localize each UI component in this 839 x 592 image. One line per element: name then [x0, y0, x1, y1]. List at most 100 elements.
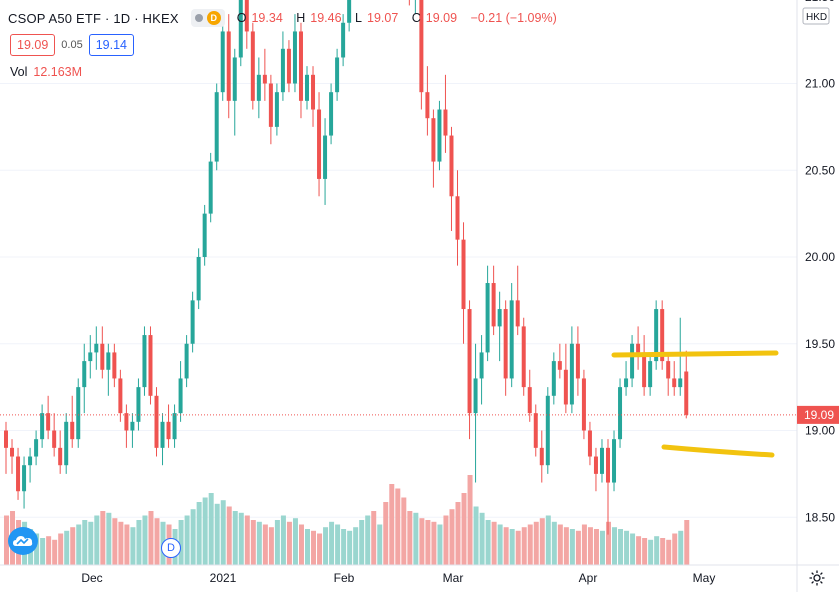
volume-bar: [377, 524, 383, 565]
candle-body: [298, 31, 303, 101]
close-value: 19.09: [425, 11, 458, 25]
user-drawings: [611, 350, 779, 458]
volume-bar: [599, 530, 605, 565]
high-value: 19.46: [310, 11, 342, 25]
candle-body: [238, 0, 243, 58]
candle-body: [22, 465, 27, 492]
volume-bar: [118, 521, 124, 565]
candle-body: [563, 369, 568, 405]
volume-bar: [305, 529, 310, 565]
volume-bar: [298, 524, 304, 565]
volume-bar: [178, 520, 184, 565]
volume-bar: [106, 512, 112, 565]
time-label: 2021: [210, 571, 237, 585]
candle-body: [672, 378, 677, 388]
volume-legend[interactable]: Vol 12.163M: [10, 65, 82, 79]
candle-body: [485, 283, 490, 353]
volume-bar: [648, 539, 654, 565]
low-value: 19.07: [367, 11, 399, 25]
volume-bar: [654, 536, 660, 565]
volume-bar: [274, 520, 280, 565]
candle-body: [678, 378, 683, 388]
candle-body: [10, 447, 15, 457]
volume-bar: [545, 515, 551, 565]
volume-bar: [286, 521, 292, 565]
candle-body: [208, 161, 213, 214]
volume-bar: [148, 511, 154, 565]
candle-body: [509, 300, 514, 379]
candle-body: [630, 343, 635, 379]
candle-body: [455, 196, 460, 240]
volume-bar: [666, 539, 672, 565]
mode-badge: D: [206, 11, 221, 25]
candlesticks: [4, 0, 689, 535]
candle-body: [449, 135, 454, 197]
volume-bar: [232, 511, 238, 565]
volume-bar: [154, 518, 160, 565]
candle-body: [491, 283, 496, 327]
volume-bar: [401, 497, 407, 565]
volume-bar: [311, 530, 317, 565]
tradingview-logo-icon[interactable]: [8, 527, 38, 555]
candle-body: [106, 352, 111, 370]
visibility-toggle[interactable]: D: [190, 9, 225, 27]
volume-bar: [563, 527, 569, 565]
candle-body: [58, 447, 63, 466]
volume-bar: [557, 524, 563, 565]
candle-body: [88, 352, 93, 362]
volume-bar: [672, 533, 678, 565]
candle-body: [341, 22, 346, 58]
candle-body: [214, 92, 219, 162]
candle-body: [461, 239, 466, 310]
volume-bar: [449, 509, 455, 565]
volume-bar: [88, 521, 94, 565]
volume-bar: [407, 511, 413, 565]
volume-bar: [4, 515, 9, 565]
volume-bar: [533, 521, 539, 565]
volume-bar: [347, 530, 353, 565]
price-tick-label: 21.50: [805, 0, 835, 4]
spread-value: 0.05: [61, 39, 83, 51]
symbol-name: CSOP A50 ETF: [8, 10, 102, 26]
volume-bar: [521, 527, 527, 565]
volume-bar: [335, 524, 341, 565]
last-price-label: 19.09: [804, 408, 834, 422]
sell-button[interactable]: 19.09: [10, 34, 56, 56]
volume-bar: [359, 520, 365, 565]
gear-icon[interactable]: [808, 569, 826, 587]
eye-icon: [194, 14, 203, 22]
volume-bar: [636, 536, 642, 565]
candle-body: [551, 361, 556, 396]
volume-label: Vol: [10, 65, 28, 79]
price-tick-label: 21.00: [805, 77, 835, 91]
candle-body: [443, 109, 448, 136]
close-label: C: [411, 11, 421, 25]
candle-body: [184, 343, 189, 379]
quote-row: 19.09 0.05 19.14: [10, 34, 134, 56]
candle-body: [226, 31, 231, 101]
high-label: H: [296, 11, 306, 25]
candle-body: [569, 343, 574, 405]
volume-bar: [497, 524, 503, 565]
volume-bar: [353, 527, 359, 565]
price-tick-label: 18.50: [805, 510, 835, 524]
candle-body: [262, 74, 267, 84]
candle-body: [178, 378, 183, 414]
volume-bar: [329, 521, 335, 565]
buy-button[interactable]: 19.14: [88, 34, 134, 56]
volume-bar: [509, 529, 515, 565]
time-label: Mar: [443, 571, 464, 585]
volume-bar: [630, 533, 636, 565]
interval-label: 1D: [113, 10, 131, 26]
candle-body: [599, 447, 604, 474]
candle-body: [521, 326, 526, 388]
volume-bar: [64, 530, 70, 565]
candle-body: [292, 31, 297, 84]
volume-bar: [455, 502, 461, 565]
candle-body: [280, 48, 285, 93]
symbol-title[interactable]: CSOP A50 ETF · 1D · HKEX: [8, 10, 179, 26]
candle-body: [148, 335, 153, 396]
dividend-event-marker[interactable]: D: [161, 538, 181, 558]
